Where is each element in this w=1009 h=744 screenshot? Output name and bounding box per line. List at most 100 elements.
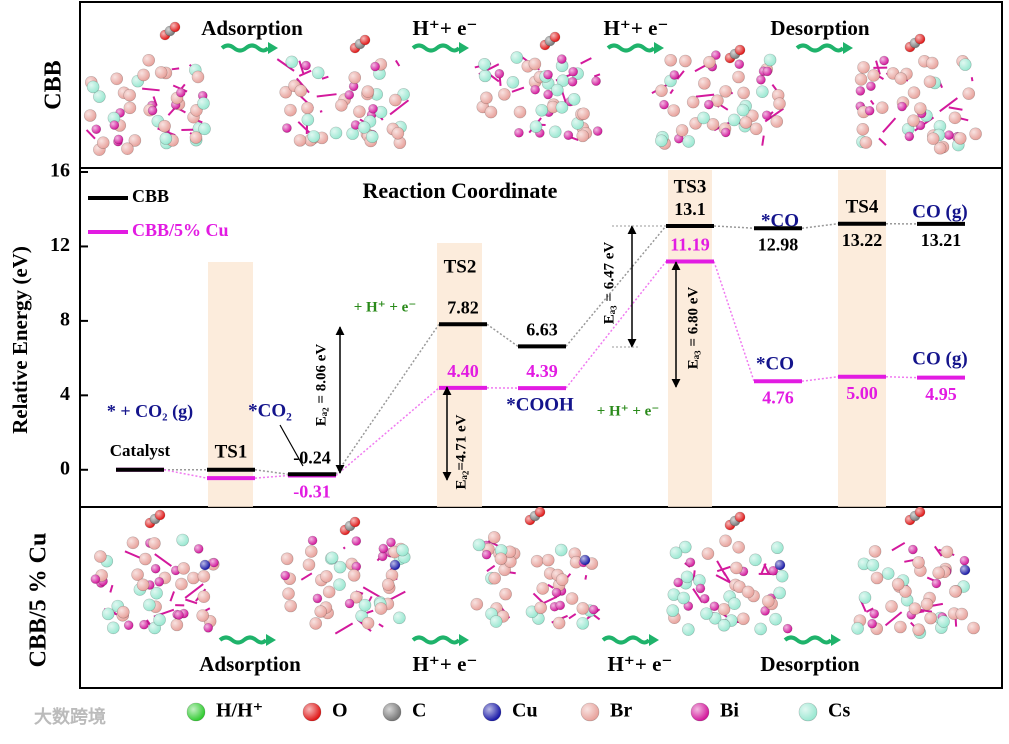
- atom-shine: [360, 35, 370, 45]
- atom-shine: [730, 49, 740, 59]
- atom: [704, 99, 714, 110]
- atom-shine: [351, 536, 361, 546]
- bond: [195, 588, 207, 602]
- step-arrow: [843, 42, 853, 54]
- atom-shine: [110, 72, 123, 85]
- structure: [90, 509, 220, 635]
- atom-shine: [370, 62, 380, 72]
- atom: [189, 63, 202, 77]
- atom-shine: [563, 130, 573, 140]
- atom-shine: [901, 594, 914, 607]
- atom: [172, 97, 186, 111]
- atom: [700, 607, 713, 620]
- atom: [679, 54, 692, 68]
- atom-shine: [96, 578, 106, 588]
- atom-shine: [711, 50, 721, 60]
- bond: [692, 588, 703, 603]
- atom-shine: [742, 585, 755, 598]
- atom-shine: [159, 66, 172, 79]
- atom-shine: [762, 66, 772, 76]
- atom-shine: [738, 120, 751, 133]
- atom: [565, 96, 575, 107]
- bond: [583, 606, 601, 621]
- bond: [152, 96, 158, 107]
- atom: [358, 598, 372, 612]
- atom: [96, 136, 110, 150]
- atom: [698, 77, 711, 90]
- atom: [909, 37, 921, 49]
- atom-shine: [577, 107, 590, 120]
- atom-shine: [549, 125, 562, 138]
- y-tick-label: 4: [60, 383, 70, 405]
- atom: [498, 88, 511, 101]
- atom: [301, 113, 315, 127]
- bond: [124, 550, 145, 561]
- atom: [514, 127, 524, 138]
- atom: [528, 57, 542, 71]
- atom-shine: [910, 38, 920, 48]
- structure: [651, 44, 786, 150]
- atom: [490, 602, 503, 615]
- atom-shine: [378, 544, 388, 554]
- atom-shine: [147, 100, 157, 110]
- atom: [189, 133, 203, 147]
- atom-shine: [394, 543, 407, 556]
- atom: [109, 120, 120, 130]
- atom: [899, 584, 910, 594]
- atom: [148, 537, 161, 550]
- atom: [937, 612, 948, 622]
- atom: [775, 569, 789, 583]
- atom-shine: [927, 132, 940, 145]
- atom: [567, 76, 578, 87]
- atom: [771, 541, 784, 555]
- atom: [159, 29, 171, 41]
- atom: [470, 597, 484, 611]
- structure: [276, 34, 410, 150]
- bond: [684, 562, 691, 568]
- atom-shine: [914, 564, 927, 577]
- atom: [909, 510, 921, 522]
- atom-shine: [171, 92, 184, 105]
- atom-shine: [920, 109, 933, 122]
- atom: [535, 103, 549, 117]
- atom: [782, 623, 793, 634]
- atom: [285, 55, 299, 69]
- bond: [521, 56, 540, 71]
- atom: [393, 611, 406, 625]
- atom-shine: [498, 563, 511, 576]
- atom: [711, 50, 721, 60]
- bond: [716, 102, 722, 108]
- value-label: -0.31: [293, 482, 331, 502]
- atom: [302, 558, 316, 572]
- atom: [389, 559, 401, 571]
- atom: [724, 52, 736, 64]
- atom-shine: [383, 581, 396, 594]
- atom-shine: [869, 545, 882, 558]
- atom-shine: [362, 617, 375, 630]
- connector: [713, 261, 755, 382]
- atom: [571, 67, 584, 80]
- atom: [137, 68, 150, 82]
- atom: [914, 506, 926, 518]
- atom: [683, 601, 694, 611]
- atom-shine: [953, 132, 963, 142]
- atom-shine: [207, 558, 220, 571]
- atom: [686, 95, 700, 109]
- atom: [480, 91, 493, 105]
- atom: [920, 109, 933, 123]
- atom-shine: [942, 567, 952, 577]
- atom-shine: [924, 612, 937, 625]
- atom: [881, 567, 895, 580]
- atom: [894, 72, 908, 85]
- atom-shine: [160, 30, 170, 40]
- atom: [773, 586, 786, 600]
- atom: [718, 122, 732, 135]
- atom: [544, 35, 556, 47]
- atom: [357, 121, 371, 134]
- stage-label: TS4: [846, 196, 879, 217]
- value-label: 12.98: [758, 234, 799, 254]
- atom-shine: [749, 553, 762, 566]
- atom-shine: [550, 32, 560, 42]
